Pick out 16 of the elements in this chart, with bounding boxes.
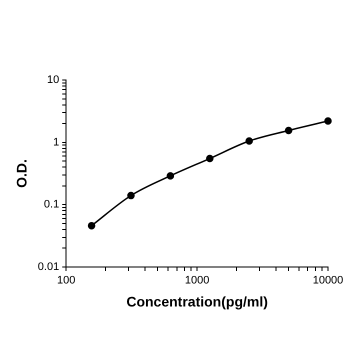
y-tick-label: 0.01 <box>38 261 60 274</box>
point <box>166 172 174 180</box>
y-tick-label: 0.1 <box>44 198 60 211</box>
y-tick-label: 1 <box>53 136 60 148</box>
y-tick-label: 10 <box>46 74 60 86</box>
x-tick-label: 1000 <box>184 274 210 287</box>
x-tick-label: 10000 <box>312 274 344 287</box>
point <box>284 126 292 134</box>
y-axis-title: O.D. <box>13 159 30 188</box>
point <box>127 192 135 200</box>
point <box>324 117 332 125</box>
point <box>245 137 253 145</box>
point <box>88 222 96 230</box>
x-tick-label: 100 <box>57 274 76 287</box>
point <box>206 154 214 162</box>
x-axis-title: Concentration(pg/ml) <box>126 293 268 310</box>
